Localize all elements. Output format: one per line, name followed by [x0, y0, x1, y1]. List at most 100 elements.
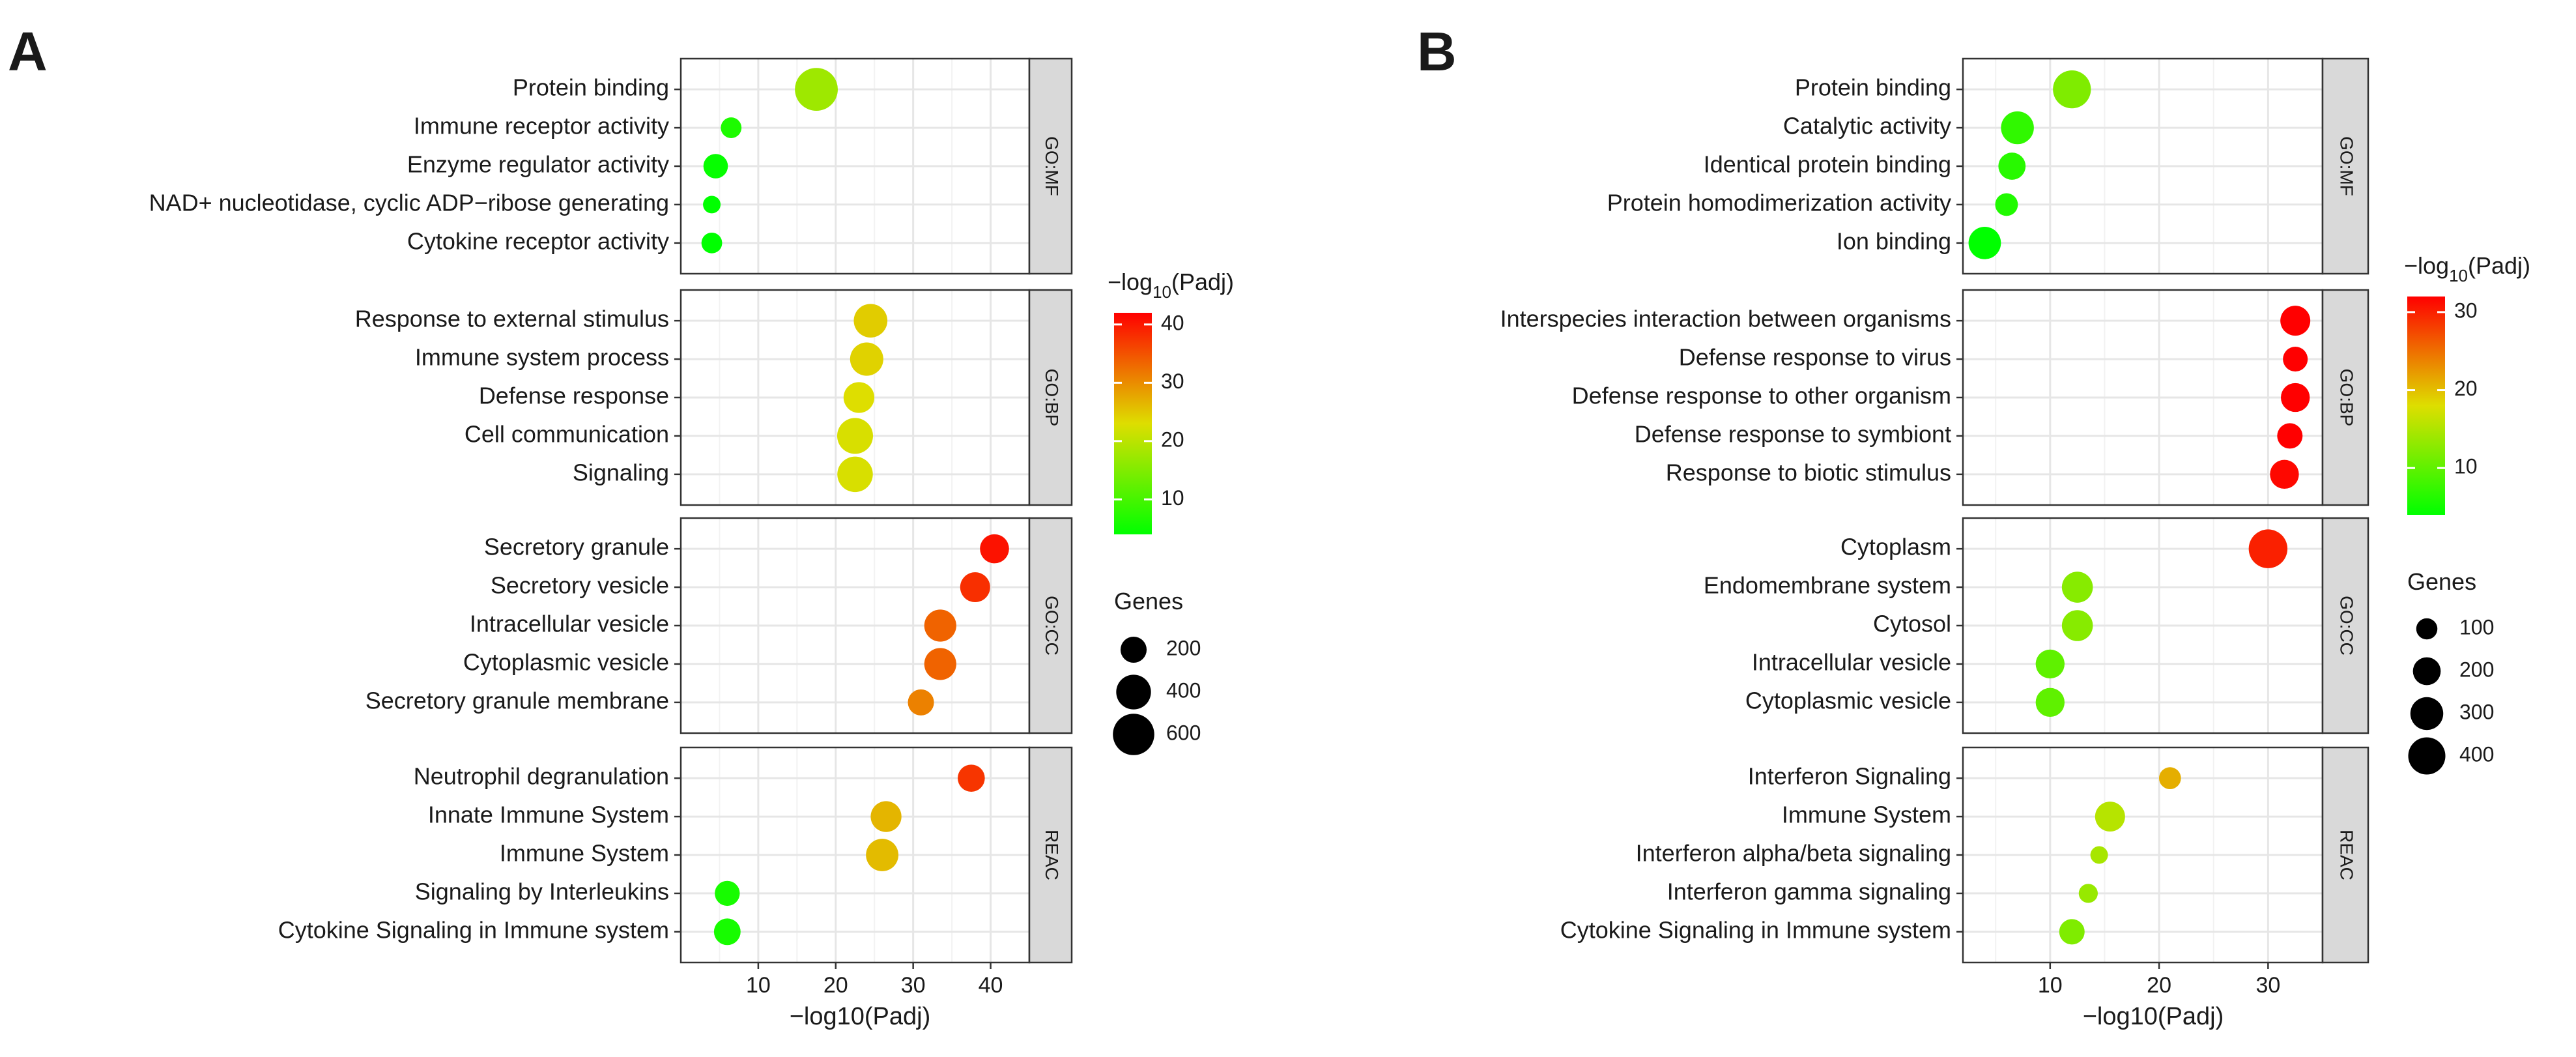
a-x-tick-label: 10: [746, 973, 771, 998]
panel-a-color-ticks: 10 20 30 40: [1114, 311, 1184, 510]
b-point-3-0: [2158, 767, 2181, 789]
a-color-tick-label: 30: [1161, 369, 1184, 393]
b-facet-1-strip-label: GO:BP: [2337, 369, 2357, 427]
a-term-label: Immune System: [500, 840, 669, 867]
b-term-label: Defense response to virus: [1679, 344, 1951, 371]
a-term-label: Response to external stimulus: [355, 306, 669, 332]
a-size-key-label: 200: [1166, 636, 1201, 659]
a-point-2-2: [924, 609, 956, 642]
b-term-label: Cytosol: [1873, 611, 1951, 637]
b-size-key-circle: [2410, 697, 2444, 731]
b-term-label: Cytokine Signaling in Immune system: [1560, 916, 1951, 943]
panel-a: A GO:MF GO:BP GO:CC REAC Protein binding Imm…: [8, 21, 1234, 1030]
panel-b-x-axis: 10 20 30: [2038, 963, 2280, 998]
panel-b-size-legend: Genes 100 200 300 400: [2407, 568, 2494, 775]
a-term-label: Enzyme regulator activity: [407, 151, 669, 178]
a-point-3-0: [958, 764, 985, 792]
b-facet-2-strip: [2321, 517, 2369, 734]
b-size-key-circle: [2408, 737, 2446, 775]
panel-b-grid: [1963, 59, 2323, 963]
b-term-label: Ion binding: [1837, 227, 1951, 254]
b-point-0-3: [1995, 193, 2018, 216]
panel-label-a: A: [8, 21, 48, 82]
b-point-0-0: [2053, 70, 2091, 109]
a-term-label: Cytokine receptor activity: [407, 227, 669, 254]
b-term-label: Interferon Signaling: [1748, 763, 1951, 790]
a-term-label: NAD+ nucleotidase, cyclic ADP−ribose gen…: [149, 189, 669, 216]
panel-a-x-axis: 10 20 30 40: [746, 963, 1003, 998]
b-term-label: Defense response to other organism: [1572, 383, 1951, 409]
a-size-key-circle: [1120, 636, 1147, 663]
panel-a-size-keys: 200 400 600: [1113, 636, 1201, 755]
b-facet-1-strip: [2321, 289, 2369, 506]
b-term-label: Catalytic activity: [1783, 113, 1951, 139]
b-color-tick-label: 30: [2454, 298, 2478, 322]
b-size-key-circle: [2416, 618, 2438, 640]
panel-a-term-labels: Protein binding Immune receptor activity E…: [149, 74, 681, 943]
b-x-tick-label: 30: [2255, 973, 2280, 998]
a-term-label: Cytoplasmic vesicle: [463, 648, 669, 675]
panel-a-color-legend: −log10(Padj) 10 20 30 40: [1108, 268, 1234, 534]
b-facet-0-strip-label: GO:MF: [2337, 136, 2357, 196]
b-point-2-2: [2061, 610, 2093, 641]
a-facet-3-strip-label: REAC: [1042, 830, 1062, 880]
a-point-1-1: [850, 342, 883, 376]
panel-b-size-keys: 100 200 300 400: [2408, 615, 2494, 775]
a-point-0-3: [703, 195, 721, 214]
b-term-label: Cytoplasm: [1840, 534, 1951, 560]
panel-a-color-bar: [1114, 313, 1152, 534]
b-color-tick-label: 20: [2454, 377, 2478, 400]
panel-b-color-ticks: 10 20 30: [2407, 298, 2478, 478]
b-point-1-3: [2277, 423, 2303, 449]
b-term-label: Cytoplasmic vesicle: [1745, 687, 1951, 714]
b-point-1-1: [2283, 347, 2308, 372]
a-x-tick-label: 40: [979, 973, 1003, 998]
a-color-tick-label: 20: [1161, 427, 1184, 451]
a-size-key-label: 600: [1166, 721, 1201, 744]
a-point-0-4: [701, 232, 723, 253]
a-facet-2-strip: [1028, 517, 1073, 734]
b-facet-2-strip-label: GO:CC: [2337, 596, 2357, 656]
b-point-0-4: [1968, 226, 2001, 259]
b-facet-3-strip: [2321, 746, 2369, 964]
a-facet-0-strip-label: GO:MF: [1042, 136, 1062, 196]
panel-label-b: B: [1417, 21, 1457, 82]
panel-b-color-bar: [2407, 297, 2445, 515]
b-term-label: Interferon gamma signaling: [1667, 878, 1951, 905]
a-color-tick-label: 10: [1161, 486, 1184, 510]
a-x-tick-label: 30: [901, 973, 926, 998]
panel-b-points: [1968, 70, 2311, 945]
panel-b-size-legend-title: Genes: [2407, 568, 2476, 595]
a-term-label: Signaling: [573, 459, 669, 485]
a-facet-1-strip: [1028, 289, 1073, 506]
b-point-2-4: [2035, 688, 2065, 717]
b-color-tick-label: 10: [2454, 455, 2478, 478]
a-point-3-3: [715, 880, 740, 906]
a-point-0-1: [721, 117, 742, 138]
a-term-label: Immune system process: [415, 344, 669, 371]
b-point-3-4: [2059, 919, 2085, 945]
panel-b-x-axis-title: −log10(Padj): [2083, 1003, 2224, 1030]
a-facet-1-strip-label: GO:BP: [1042, 369, 1062, 427]
a-term-label: Secretory granule: [484, 534, 669, 560]
b-point-1-0: [2280, 306, 2311, 336]
panel-b: B GO:MF GO:BP GO:CC REAC Protein binding Cat…: [1417, 21, 2530, 1030]
a-term-label: Secretory granule membrane: [365, 687, 669, 714]
a-size-key-circle: [1116, 674, 1151, 710]
a-facet-0-strip: [1028, 57, 1073, 275]
panel-b-color-legend: −log10(Padj) 10 20 30: [2404, 252, 2530, 515]
a-point-1-4: [837, 456, 873, 493]
b-size-key-label: 200: [2459, 658, 2494, 681]
b-term-label: Immune System: [1782, 802, 1951, 828]
b-size-key-circle: [2412, 657, 2441, 686]
a-point-2-3: [924, 648, 956, 680]
b-term-label: Interspecies interaction between organis…: [1500, 306, 1951, 332]
b-facet-3-strip-label: REAC: [2337, 830, 2357, 880]
a-point-1-0: [853, 304, 888, 338]
panel-a-facets: GO:MF GO:BP GO:CC REAC: [680, 57, 1073, 964]
b-point-3-2: [2090, 846, 2108, 864]
b-point-1-4: [2270, 459, 2299, 489]
a-facet-3-strip: [1028, 746, 1073, 964]
b-term-label: Interferon alpha/beta signaling: [1636, 840, 1951, 867]
a-point-3-2: [866, 839, 899, 871]
